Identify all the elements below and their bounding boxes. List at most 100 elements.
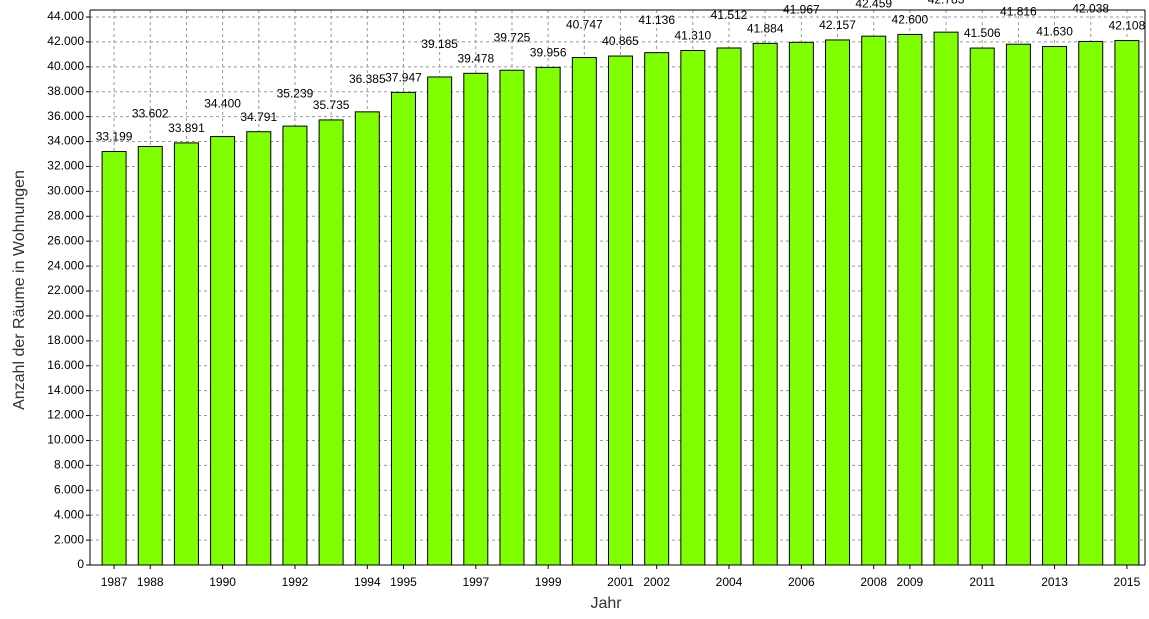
y-tick-label: 14.000 xyxy=(47,383,84,397)
y-tick-label: 34.000 xyxy=(47,134,84,148)
x-tick-label: 1988 xyxy=(137,575,164,589)
x-tick-label: 2008 xyxy=(860,575,887,589)
data-label: 42.783 xyxy=(928,0,965,6)
bar xyxy=(282,125,308,566)
y-tick-label: 24.000 xyxy=(47,258,84,272)
bar xyxy=(246,131,272,566)
bar xyxy=(173,142,199,566)
data-label: 42.459 xyxy=(855,0,892,10)
data-label: 42.157 xyxy=(819,18,856,32)
bar xyxy=(608,55,633,566)
data-label: 39.185 xyxy=(421,37,458,51)
data-label: 35.735 xyxy=(313,98,350,112)
x-axis-title: Jahr xyxy=(590,595,622,612)
x-tick-label: 1990 xyxy=(209,575,236,589)
y-tick-label: 40.000 xyxy=(47,59,84,73)
x-tick-label: 2015 xyxy=(1114,575,1141,589)
data-label: 42.038 xyxy=(1072,2,1109,16)
bar xyxy=(825,39,851,566)
bar xyxy=(499,69,525,566)
bar xyxy=(390,91,416,566)
data-label: 36.385 xyxy=(349,72,386,86)
data-label: 37.947 xyxy=(385,71,422,85)
data-label: 40.865 xyxy=(602,34,639,48)
y-tick-label: 26.000 xyxy=(47,233,84,247)
y-tick-label: 20.000 xyxy=(47,308,84,322)
data-label: 39.478 xyxy=(457,51,494,65)
bar xyxy=(427,76,453,566)
data-label: 34.791 xyxy=(240,110,277,124)
data-label: 41.884 xyxy=(747,22,784,36)
data-label: 40.747 xyxy=(566,18,603,32)
bar xyxy=(861,35,887,566)
x-tick-label: 2011 xyxy=(969,575,995,589)
bar xyxy=(535,66,561,566)
y-tick-label: 32.000 xyxy=(47,159,84,173)
x-tick-label: 2001 xyxy=(607,575,634,589)
bar xyxy=(752,42,778,566)
bar xyxy=(101,151,127,566)
x-tick-label: 1999 xyxy=(535,575,562,589)
x-tick-label: 2009 xyxy=(897,575,924,589)
bar xyxy=(318,119,344,566)
data-label: 39.725 xyxy=(494,30,531,44)
data-label: 33.891 xyxy=(168,121,205,135)
data-label: 41.967 xyxy=(783,2,820,16)
data-label: 33.602 xyxy=(132,107,169,121)
data-label: 41.310 xyxy=(674,29,711,43)
data-label: 41.816 xyxy=(1000,4,1037,18)
y-tick-label: 28.000 xyxy=(47,208,84,222)
y-tick-label: 8.000 xyxy=(54,458,84,472)
y-tick-label: 22.000 xyxy=(47,283,84,297)
y-tick-label: 18.000 xyxy=(47,333,84,347)
data-label: 41.630 xyxy=(1036,25,1073,39)
x-tick-label: 1997 xyxy=(462,575,489,589)
data-label: 42.600 xyxy=(892,13,929,27)
bar xyxy=(969,47,995,566)
bar xyxy=(210,136,236,566)
y-tick-label: 12.000 xyxy=(47,408,84,422)
y-tick-label: 42.000 xyxy=(47,34,84,48)
y-axis-title: Anzahl der Räume in Wohnungen xyxy=(11,170,28,410)
x-tick-label: 1987 xyxy=(101,575,128,589)
data-label: 41.506 xyxy=(964,26,1001,40)
y-tick-label: 36.000 xyxy=(47,109,84,123)
bar xyxy=(933,31,959,566)
bar xyxy=(1042,46,1068,566)
data-label: 39.956 xyxy=(530,46,567,60)
y-tick-label: 4.000 xyxy=(54,507,84,521)
data-label: 42.108 xyxy=(1109,19,1146,33)
x-tick-label: 1992 xyxy=(282,575,309,589)
x-tick-label: 1995 xyxy=(390,575,417,589)
x-tick-label: 2004 xyxy=(716,575,743,589)
bar xyxy=(897,33,923,566)
x-tick-label: 2006 xyxy=(788,575,815,589)
data-label: 41.136 xyxy=(638,13,675,27)
y-tick-label: 0 xyxy=(77,557,84,571)
bar xyxy=(716,47,742,566)
x-tick-label: 2002 xyxy=(643,575,670,589)
bar xyxy=(1005,43,1031,566)
bar xyxy=(788,41,814,566)
data-label: 33.199 xyxy=(96,130,133,144)
x-tick-label: 1994 xyxy=(354,575,381,589)
y-tick-label: 30.000 xyxy=(47,184,84,198)
y-tick-label: 16.000 xyxy=(47,358,84,372)
bar xyxy=(1078,40,1104,566)
bar xyxy=(571,57,597,566)
y-tick-label: 6.000 xyxy=(54,482,84,496)
bar xyxy=(1114,40,1140,566)
y-tick-label: 38.000 xyxy=(47,84,84,98)
bar xyxy=(644,52,670,566)
data-label: 35.239 xyxy=(277,86,314,100)
y-tick-label: 2.000 xyxy=(54,532,84,546)
data-label: 41.512 xyxy=(711,8,748,22)
bar xyxy=(137,146,163,566)
x-tick-label: 2013 xyxy=(1041,575,1068,589)
bar xyxy=(354,111,380,566)
bar xyxy=(680,50,706,566)
data-label: 34.400 xyxy=(204,97,241,111)
bar xyxy=(463,72,489,566)
